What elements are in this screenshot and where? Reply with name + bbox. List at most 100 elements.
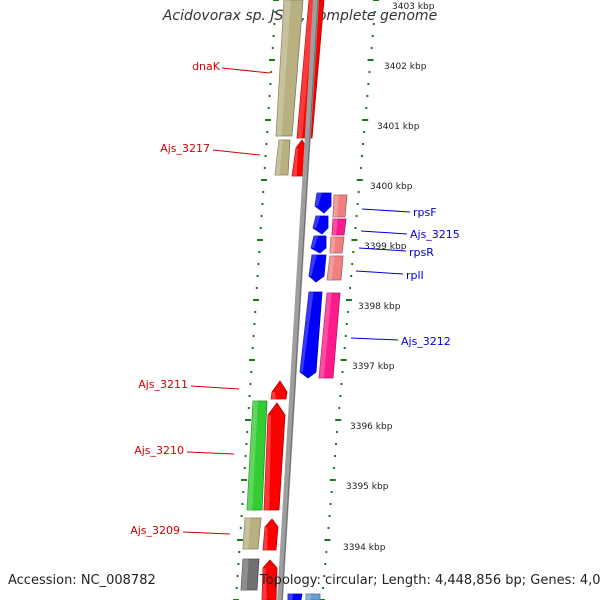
gene-block-blue — [287, 593, 303, 600]
gene-label: rpsF — [413, 206, 437, 219]
gene-label: Ajs_3215 — [410, 228, 460, 241]
gene-arrow-red-highlight — [292, 148, 299, 176]
tick-mark-left — [254, 311, 257, 313]
tick-mark-right — [329, 479, 336, 481]
tick-mark-left — [237, 563, 240, 565]
scale-label: 3394 kbp — [343, 543, 386, 553]
tick-mark-left — [274, 11, 277, 13]
accession-text: Accession: NC_008782 — [8, 573, 156, 588]
tick-mark-right — [339, 395, 342, 397]
gene-block-ajs3217 — [274, 139, 291, 176]
tick-mark-right — [362, 119, 369, 121]
tick-mark-left — [249, 383, 252, 385]
tick-mark-left — [265, 143, 268, 145]
scale-label: 3395 kbp — [346, 482, 389, 492]
gene-arrow-red-highlight — [263, 527, 268, 550]
gene-leader-line — [182, 531, 231, 535]
gene-arrow-red-highlight — [264, 415, 272, 510]
tick-mark-left — [256, 275, 259, 277]
tick-mark-right — [327, 527, 330, 529]
gene-block-red-highlight — [297, 0, 315, 138]
gene-block-ajs3210 — [246, 400, 268, 511]
gene-arrow-ajs3215-highlight — [313, 216, 321, 228]
tick-mark-left — [252, 335, 255, 337]
tick-mark-left — [269, 59, 275, 61]
gene-block-dnak-highlight — [276, 0, 291, 136]
tick-mark-right — [346, 311, 349, 313]
gene-label: Ajs_3211 — [138, 378, 188, 391]
tick-mark-right — [357, 191, 360, 193]
scale-label: 3400 kbp — [370, 182, 413, 192]
gene-label: rplI — [406, 269, 424, 282]
tick-mark-left — [261, 179, 267, 181]
tick-mark-right — [366, 95, 369, 97]
tick-mark-left — [239, 527, 242, 529]
tick-mark-left — [244, 455, 247, 457]
tick-mark-right — [334, 455, 336, 457]
tick-mark-left — [245, 443, 248, 445]
gene-block-ajs3209 — [242, 517, 262, 550]
scale-label: 3402 kbp — [384, 62, 427, 72]
tick-mark-right — [373, 11, 376, 13]
tick-mark-right — [325, 551, 328, 553]
tick-mark-right — [329, 503, 332, 505]
genome-summary-text: Topology: circular; Length: 4,448,856 bp… — [260, 573, 600, 588]
tick-mark-left — [249, 359, 255, 361]
gene-leader-line — [355, 270, 404, 275]
tick-mark-right — [350, 275, 353, 277]
gene-arrow-red — [261, 559, 278, 600]
tick-mark-left — [267, 107, 270, 109]
tick-mark-right — [351, 263, 354, 265]
genome-backbone-edge — [281, 0, 319, 600]
tick-mark-left — [237, 539, 243, 541]
gene-arrow-red — [262, 518, 279, 551]
tick-mark-left — [258, 251, 261, 253]
gene-block-salmon-highlight — [330, 237, 336, 253]
gene-label: rpsR — [409, 246, 434, 259]
tick-mark-right — [335, 443, 337, 445]
tick-mark-left — [247, 407, 250, 409]
gene-arrow-red — [263, 402, 286, 511]
tick-mark-left — [246, 431, 249, 433]
gene-label: Ajs_3210 — [134, 444, 184, 457]
gene-label: Ajs_3217 — [160, 142, 210, 155]
tick-mark-right — [367, 59, 374, 61]
tick-mark-left — [238, 551, 241, 553]
tick-mark-right — [340, 359, 347, 361]
gene-arrow-rpsr-highlight — [311, 236, 319, 248]
gene-block-gray-highlight — [241, 559, 249, 590]
gene-block-magenta-highlight — [332, 219, 338, 235]
tick-mark-right — [371, 35, 374, 37]
gene-arrow-ajs3211-highlight — [271, 392, 277, 399]
gene-block-salmon — [326, 255, 344, 281]
tick-mark-right — [370, 47, 373, 49]
gene-arrow-rpsf — [314, 192, 332, 214]
tick-mark-left — [242, 491, 245, 493]
tick-mark-right — [373, 0, 379, 1]
tick-mark-left — [241, 479, 247, 481]
tick-mark-left — [261, 203, 264, 205]
tick-mark-right — [340, 383, 343, 385]
scale-label: 3399 kbp — [364, 242, 407, 252]
tick-mark-right — [323, 575, 326, 577]
tick-mark-left — [266, 131, 269, 133]
tick-mark-right — [365, 107, 368, 109]
gene-leader-line — [186, 451, 235, 455]
gene-block-magenta — [318, 292, 341, 379]
tick-mark-left — [265, 119, 271, 121]
tick-mark-left — [269, 83, 272, 85]
tick-mark-left — [245, 419, 251, 421]
tick-mark-right — [351, 239, 358, 241]
tick-mark-right — [335, 419, 342, 421]
tick-mark-right — [346, 299, 352, 301]
tick-mark-right — [343, 347, 346, 349]
tick-mark-left — [273, 0, 279, 1]
tick-mark-left — [251, 347, 254, 349]
tick-mark-left — [259, 227, 262, 229]
tick-mark-left — [270, 71, 273, 73]
gene-arrow-ajs3211 — [270, 380, 288, 400]
tick-mark-right — [354, 227, 357, 229]
gene-label: dnaK — [192, 60, 221, 73]
gene-leader-line — [360, 230, 408, 235]
tick-mark-right — [367, 83, 370, 85]
